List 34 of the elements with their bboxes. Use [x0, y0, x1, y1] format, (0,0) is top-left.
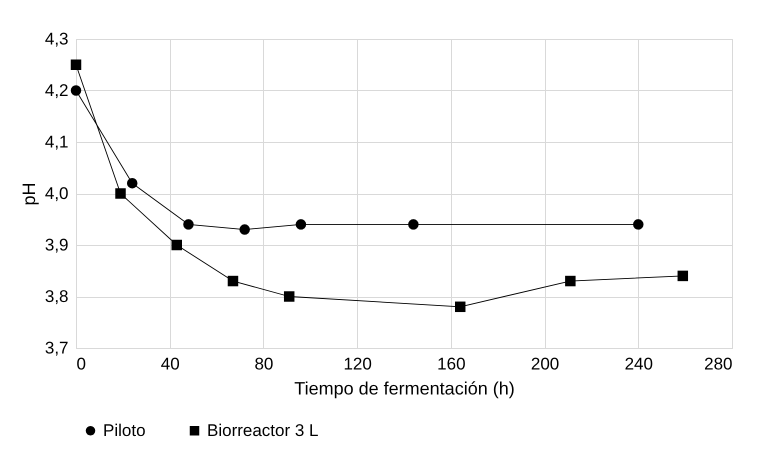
- x-tick-label: 240: [624, 354, 653, 374]
- point: [565, 276, 576, 286]
- point: [172, 240, 182, 250]
- point: [126, 178, 138, 188]
- y-tick-label: 3,7: [44, 338, 68, 358]
- y-tick-label: 4,3: [44, 30, 68, 48]
- point: [70, 60, 82, 70]
- legend-label: Piloto: [103, 420, 146, 440]
- x-tick-label: 0: [76, 354, 86, 374]
- y-tick-label: 3,8: [44, 287, 68, 306]
- point: [454, 302, 466, 312]
- x-tick-label: 200: [530, 354, 560, 374]
- legend-label: Biorreactor 3 L: [207, 420, 318, 440]
- y-tick-label: 4,2: [44, 81, 68, 100]
- x-tick-label: 120: [343, 354, 372, 374]
- point: [228, 276, 238, 286]
- point: [115, 188, 126, 199]
- point: [296, 219, 306, 230]
- point: [408, 219, 419, 230]
- x-axis-title: Tiempo de fermentación (h): [294, 378, 515, 398]
- point: [183, 219, 194, 230]
- y-tick-label: 4,1: [44, 132, 68, 152]
- x-tick-label: 280: [704, 354, 732, 374]
- x-tick-label: 80: [254, 354, 274, 374]
- point: [239, 224, 250, 235]
- x-tick-label: 40: [160, 354, 180, 374]
- y-tick-label: 3,9: [44, 236, 68, 254]
- point: [284, 291, 294, 302]
- point: [633, 219, 644, 230]
- y-tick-label: 4,0: [44, 184, 68, 203]
- point: [678, 270, 688, 282]
- y-axis-title: pH: [18, 182, 39, 206]
- point: [70, 85, 82, 96]
- x-tick-label: 160: [437, 354, 466, 374]
